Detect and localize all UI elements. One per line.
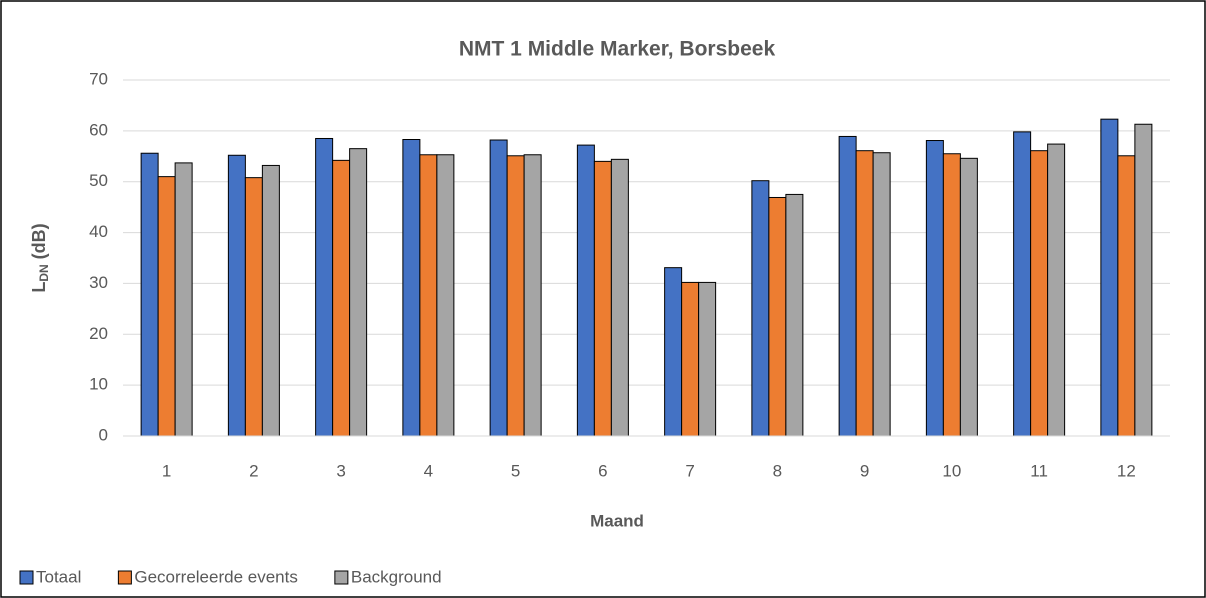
y-label-sub: DN bbox=[37, 264, 51, 281]
legend-swatch bbox=[117, 570, 132, 585]
bar bbox=[751, 180, 770, 437]
bar bbox=[174, 162, 193, 437]
x-tick-label: 7 bbox=[685, 461, 694, 480]
bar bbox=[244, 177, 263, 437]
legend-swatch bbox=[19, 570, 34, 585]
bar bbox=[402, 139, 421, 437]
y-tick-label: 20 bbox=[89, 324, 108, 343]
x-tick-label: 12 bbox=[1117, 461, 1136, 480]
y-axis-label: LDN (dB) bbox=[29, 223, 51, 292]
bar bbox=[1047, 143, 1066, 437]
bar bbox=[1117, 155, 1136, 437]
x-tick-label: 3 bbox=[336, 461, 345, 480]
x-tick-label: 1 bbox=[162, 461, 171, 480]
bar bbox=[227, 154, 246, 437]
y-tick-label: 0 bbox=[99, 425, 108, 444]
bar bbox=[855, 150, 874, 437]
bar bbox=[523, 154, 542, 437]
y-tick-label: 40 bbox=[89, 222, 108, 241]
x-tick-label: 5 bbox=[511, 461, 520, 480]
bar bbox=[872, 152, 891, 437]
bar bbox=[1134, 123, 1153, 437]
x-tick-label: 11 bbox=[1030, 461, 1048, 480]
bar bbox=[576, 144, 595, 437]
legend-swatch bbox=[334, 570, 349, 585]
y-label-main: L bbox=[29, 282, 49, 293]
x-axis-label: Maand bbox=[590, 511, 644, 530]
legend-label: Background bbox=[351, 567, 442, 586]
bar bbox=[838, 135, 857, 437]
x-tick-label: 2 bbox=[249, 461, 258, 480]
y-tick-label: 10 bbox=[89, 375, 108, 394]
y-tick-label: 30 bbox=[89, 273, 108, 292]
x-tick-label: 10 bbox=[942, 461, 961, 480]
y-tick-label: 60 bbox=[89, 120, 108, 139]
bar bbox=[436, 154, 455, 437]
bar bbox=[959, 157, 978, 437]
bar bbox=[349, 148, 368, 437]
bar bbox=[1013, 131, 1032, 437]
x-tick-label: 4 bbox=[424, 461, 433, 480]
bar bbox=[785, 193, 804, 437]
bar bbox=[610, 158, 629, 437]
bar bbox=[925, 140, 944, 437]
bar bbox=[489, 139, 508, 437]
y-label-unit: (dB) bbox=[29, 223, 49, 259]
bar bbox=[506, 155, 525, 437]
bar bbox=[140, 152, 159, 437]
bar bbox=[942, 153, 961, 437]
bar bbox=[664, 267, 683, 437]
chart-title: NMT 1 Middle Marker, Borsbeek bbox=[459, 38, 776, 61]
x-tick-label: 9 bbox=[860, 461, 869, 480]
y-tick-label: 50 bbox=[89, 171, 108, 190]
legend-label: Totaal bbox=[36, 567, 81, 586]
bar bbox=[698, 281, 717, 437]
x-tick-label: 8 bbox=[773, 461, 782, 480]
bar bbox=[315, 137, 334, 437]
bar bbox=[1030, 150, 1049, 437]
bar bbox=[261, 164, 280, 437]
bar bbox=[681, 281, 700, 437]
bar bbox=[768, 196, 787, 437]
bar bbox=[332, 159, 351, 437]
bar bbox=[157, 176, 176, 437]
y-tick-label: 70 bbox=[89, 69, 108, 88]
bar bbox=[593, 160, 612, 437]
legend-label: Gecorreleerde events bbox=[134, 567, 297, 586]
x-tick-label: 6 bbox=[598, 461, 607, 480]
bar bbox=[1100, 118, 1119, 437]
bar bbox=[419, 154, 438, 437]
